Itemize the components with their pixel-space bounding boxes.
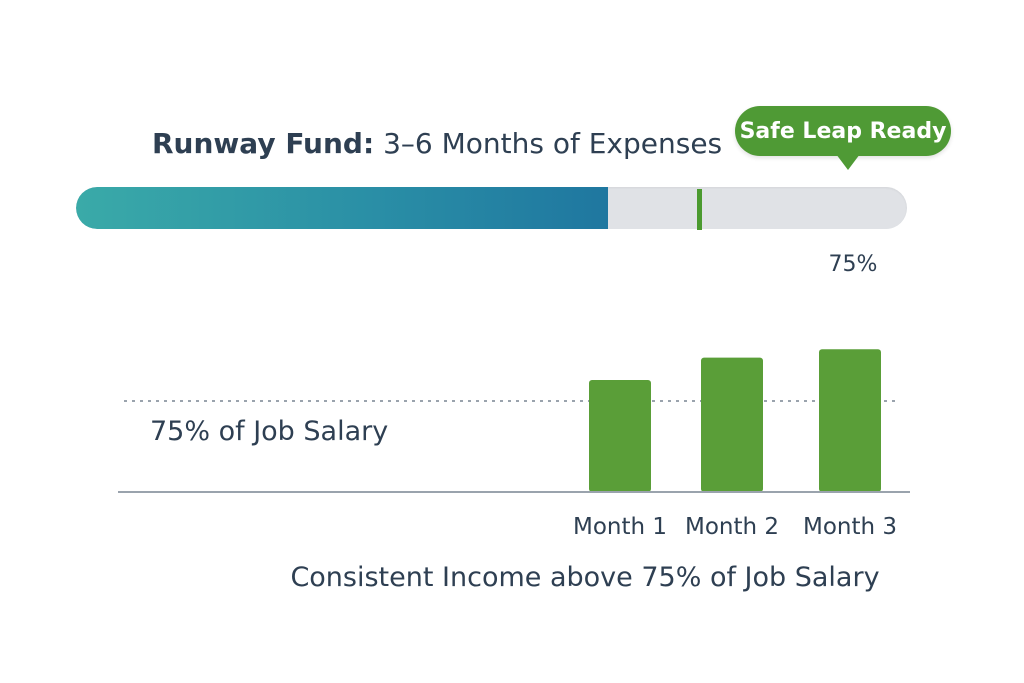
income-bars bbox=[589, 349, 881, 492]
chart-caption: Consistent Income above 75% of Job Salar… bbox=[290, 562, 880, 593]
runway-progress-track bbox=[76, 187, 907, 229]
runway-fund-title-rest: 3–6 Months of Expenses bbox=[374, 127, 723, 160]
safe-leap-ready-label: Safe Leap Ready bbox=[739, 118, 947, 144]
tick-label-month-3: Month 3 bbox=[803, 514, 897, 540]
runway-fund-title: Runway Fund: 3–6 Months of Expenses bbox=[152, 124, 722, 164]
bar-month-2 bbox=[701, 357, 763, 492]
threshold-label: 75% of Job Salary bbox=[150, 416, 388, 447]
x-axis-tick-labels: Month 1 Month 2 Month 3 bbox=[573, 514, 897, 540]
tick-label-month-2: Month 2 bbox=[685, 514, 779, 540]
tick-label-month-1: Month 1 bbox=[573, 514, 667, 540]
safe-leap-target-marker bbox=[697, 189, 703, 230]
bar-month-3 bbox=[819, 349, 881, 492]
target-percent-label: 75% bbox=[828, 252, 878, 277]
runway-progress-fill bbox=[76, 187, 608, 229]
bar-month-1 bbox=[589, 380, 651, 492]
safe-leap-ready-badge: Safe Leap Ready bbox=[735, 106, 951, 156]
badge-pointer bbox=[836, 154, 860, 170]
runway-fund-title-bold: Runway Fund: bbox=[152, 127, 375, 160]
